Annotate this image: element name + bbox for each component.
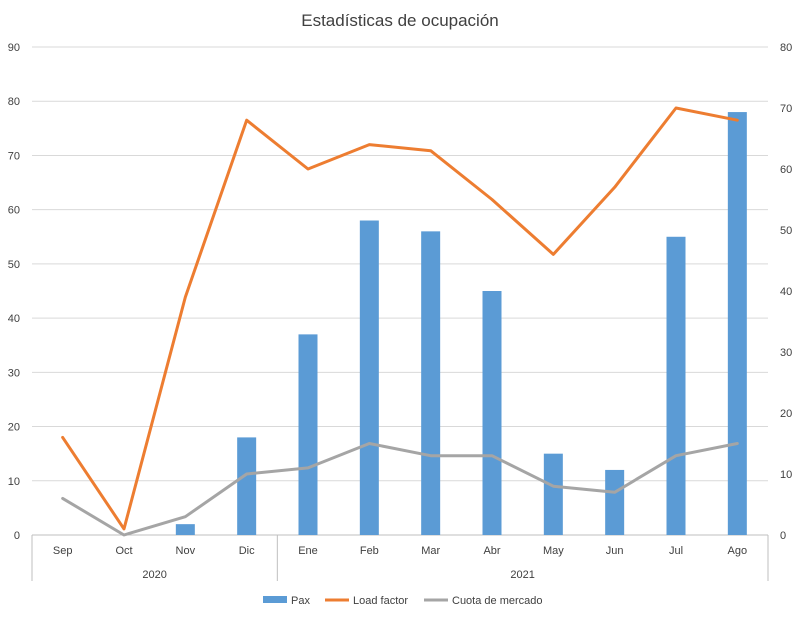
line-load-factor (61, 106, 739, 531)
legend: Pax Load factor Cuota de mercado (263, 595, 543, 607)
y-left-tick-label: 30 (8, 367, 20, 379)
x-group-label: 2021 (510, 569, 534, 581)
x-tick-label: Jun (606, 545, 624, 557)
bar-pax (605, 469, 625, 535)
y-left-tick-label: 60 (8, 205, 20, 217)
bar-pax (359, 220, 379, 535)
bar-pax (727, 112, 747, 536)
legend-swatch-pax (263, 596, 287, 603)
y-right-tick-label: 10 (780, 469, 792, 481)
y-left-tick-label: 90 (8, 42, 20, 54)
bar-pax (237, 437, 257, 535)
bar-series-pax (175, 112, 747, 536)
y-left-tick-label: 70 (8, 150, 20, 162)
gridlines (32, 46, 768, 482)
x-tick-label: Dic (239, 545, 255, 557)
y-left-tick-label: 20 (8, 422, 20, 434)
y-right-tick-label: 60 (780, 164, 792, 176)
x-tick-label: Mar (421, 545, 440, 557)
legend-label: Pax (291, 595, 310, 607)
bar-pax (298, 334, 318, 535)
y-right-tick-label: 50 (780, 225, 792, 237)
bar-pax (666, 236, 686, 535)
x-tick-label: Abr (483, 545, 500, 557)
x-tick-label: May (543, 545, 564, 557)
x-tick-label: Ago (728, 545, 748, 557)
y-left-tick-label: 40 (8, 313, 20, 325)
y-right-tick-label: 80 (780, 42, 792, 54)
y-right-tick-label: 20 (780, 408, 792, 420)
bar-pax (543, 453, 563, 535)
line-cuota-de-mercado (61, 442, 739, 537)
y-left-tick-label: 10 (8, 476, 20, 488)
bar-pax (421, 231, 441, 535)
x-tick-label: Feb (360, 545, 379, 557)
x-tick-label: Ene (298, 545, 318, 557)
y-right-tick-label: 30 (780, 347, 792, 359)
bar-pax (175, 524, 195, 535)
y-right-tick-label: 40 (780, 286, 792, 298)
y-right-tick-label: 0 (780, 530, 786, 542)
x-tick-label: Nov (176, 545, 196, 557)
x-tick-label: Sep (53, 545, 73, 557)
y-left-tick-label: 0 (14, 530, 20, 542)
legend-label: Cuota de mercado (452, 595, 543, 607)
y-left-tick-label: 80 (8, 96, 20, 108)
y-left-tick-label: 50 (8, 259, 20, 271)
legend-label: Load factor (353, 595, 408, 607)
x-tick-label: Oct (115, 545, 132, 557)
y-right-tick-label: 70 (780, 103, 792, 115)
bar-pax (482, 291, 502, 535)
axes (31, 534, 769, 581)
x-tick-label: Jul (669, 545, 683, 557)
x-group-label: 2020 (142, 569, 166, 581)
line-series (61, 106, 739, 537)
chart-title: Estadísticas de ocupación (301, 11, 499, 30)
axis-labels: 0 10 20 30 40 50 60 70 80 90 0 10 20 30 40 50 60 70 80 Sep O… (8, 42, 793, 581)
